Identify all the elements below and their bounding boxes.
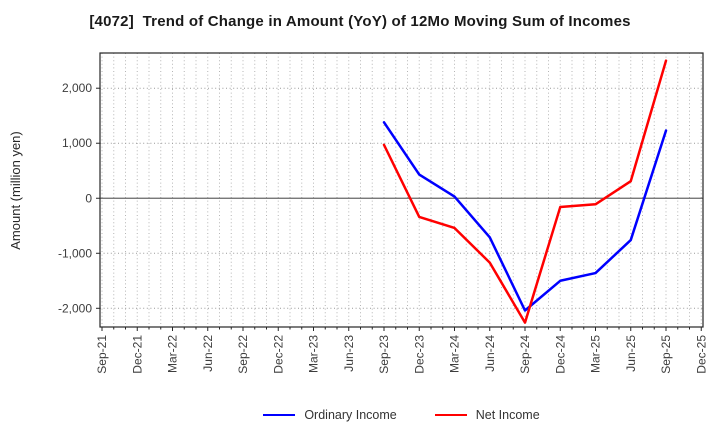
- x-tick-label: Sep-23: [377, 335, 391, 374]
- legend-item-ordinary-income: Ordinary Income: [263, 408, 397, 422]
- x-tick-label: Mar-25: [589, 335, 603, 373]
- x-tick-label: Dec-24: [553, 335, 567, 374]
- legend-label-ordinary-income: Ordinary Income: [304, 408, 397, 422]
- x-tick-label: Jun-24: [483, 335, 497, 372]
- y-tick-label: 1,000: [62, 136, 92, 150]
- x-tick-label: Mar-22: [166, 335, 180, 373]
- legend-line-ordinary-income: [263, 414, 296, 416]
- y-tick-label: 0: [85, 191, 92, 205]
- chart-title: [4072] Trend of Change in Amount (YoY) o…: [89, 13, 631, 30]
- y-tick-label: 2,000: [62, 81, 92, 95]
- x-tick-label: Dec-21: [130, 335, 144, 374]
- net-income-line: [382, 59, 668, 324]
- y-tick-label: -2,000: [58, 301, 92, 315]
- legend-label-net-income: Net Income: [475, 408, 540, 422]
- legend: Ordinary Income Net Income: [100, 404, 703, 426]
- x-tick-label: Sep-24: [518, 335, 532, 374]
- x-tick-label: Sep-21: [95, 335, 109, 374]
- x-tick-label: Jun-22: [201, 335, 215, 372]
- x-tick-label: Jun-25: [624, 335, 638, 372]
- x-tick-label: Dec-25: [694, 335, 708, 374]
- plot-border: [99, 52, 704, 328]
- x-tick-label: Sep-25: [659, 335, 673, 374]
- legend-item-net-income: Net Income: [434, 408, 540, 422]
- x-tick-label: Dec-23: [412, 335, 426, 374]
- x-tick-label: Dec-22: [271, 335, 285, 374]
- y-tick-label: -1,000: [58, 246, 92, 260]
- x-tick-label: Jun-23: [342, 335, 356, 372]
- x-tick-label: Sep-22: [236, 335, 250, 374]
- ordinary-income-line: [382, 121, 668, 312]
- x-tick-label: Mar-24: [448, 335, 462, 373]
- x-tick-label: Mar-23: [307, 335, 321, 373]
- legend-line-net-income: [434, 414, 467, 416]
